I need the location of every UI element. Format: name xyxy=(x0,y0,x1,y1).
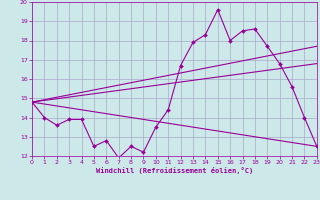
X-axis label: Windchill (Refroidissement éolien,°C): Windchill (Refroidissement éolien,°C) xyxy=(96,167,253,174)
